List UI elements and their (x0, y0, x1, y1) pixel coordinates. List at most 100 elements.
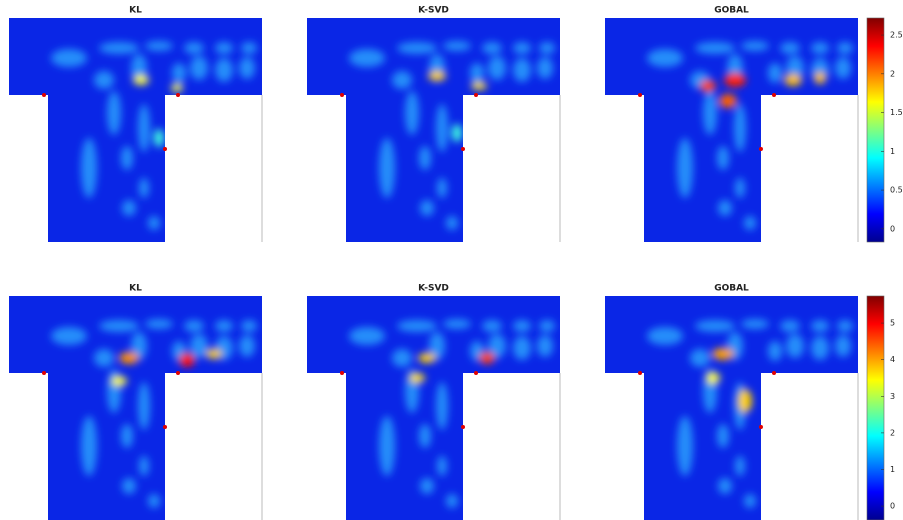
colorbar-tick-label: 1 (890, 147, 895, 156)
field-blob (780, 42, 800, 54)
field-blob (349, 327, 385, 345)
field-blob (349, 49, 385, 67)
field-blob (99, 320, 139, 332)
sensor-dot (759, 147, 763, 151)
field-blob (647, 327, 683, 345)
field-blob (811, 320, 829, 332)
field-blob (677, 416, 693, 476)
field-blob (443, 319, 471, 329)
sensor-dot (176, 93, 180, 97)
field-panel (307, 296, 560, 520)
field-blob (837, 320, 853, 332)
sensor-dot (163, 147, 167, 151)
field-blob (99, 42, 139, 54)
colorbar (867, 296, 884, 520)
panel-title: K-SVD (418, 6, 449, 16)
field-blob (446, 494, 458, 508)
field-hotspot (814, 72, 826, 84)
field-blob (51, 327, 87, 345)
field-hotspot (700, 80, 716, 92)
field-blob (513, 336, 531, 360)
field-blob (184, 42, 204, 54)
field-blob (241, 320, 257, 332)
field-blob (139, 178, 149, 198)
field-blob (717, 424, 729, 448)
field-blob (436, 104, 448, 152)
field-blob (811, 336, 829, 360)
field-hotspot (738, 389, 752, 413)
field-blob (703, 91, 717, 135)
colorbar-tick-label: 0 (890, 224, 895, 233)
colorbar-tick-label: 2 (890, 428, 895, 437)
sensor-dot (461, 425, 465, 429)
field-blob (718, 200, 732, 216)
field-blob (482, 320, 502, 332)
field-blob (122, 478, 136, 494)
field-blob (735, 456, 745, 476)
field-blob (677, 138, 693, 198)
colorbar-tick-label: 4 (890, 355, 895, 364)
field-panel (307, 18, 560, 242)
field-hotspot (712, 348, 734, 360)
field-blob (741, 319, 769, 329)
field-blob (121, 424, 133, 448)
field-hotspot (409, 373, 425, 383)
field-blob (718, 478, 732, 494)
field-blob (148, 216, 160, 230)
field-blob (437, 456, 447, 476)
field-blob (717, 146, 729, 170)
field-hotspot (724, 73, 746, 87)
panel-title: GOBAL (714, 6, 749, 16)
field-panel (605, 296, 858, 520)
field-blob (121, 146, 133, 170)
field-hotspot (179, 353, 195, 367)
field-blob (835, 335, 851, 357)
field-blob (420, 478, 434, 494)
panel-title: KL (129, 284, 142, 294)
field-blob (735, 178, 745, 198)
field-blob (138, 104, 150, 152)
sensor-dot (474, 371, 478, 375)
field-blob (94, 349, 114, 367)
colorbar-tick-label: 2 (890, 69, 895, 78)
field-blob (107, 91, 121, 135)
sensor-dot (340, 93, 344, 97)
field-panel (605, 18, 858, 242)
field-blob (138, 382, 150, 430)
field-blob (780, 320, 800, 332)
field-blob (470, 63, 484, 83)
colorbar-tick-label: 1.5 (890, 108, 903, 117)
sensor-dot (176, 371, 180, 375)
sensor-dot (772, 371, 776, 375)
field-blob (190, 56, 208, 80)
field-blob (443, 41, 471, 51)
field-hotspot (154, 129, 164, 147)
field-blob (379, 416, 395, 476)
sensor-dot (638, 371, 642, 375)
sensor-dot (163, 425, 167, 429)
field-blob (405, 91, 419, 135)
field-blob (513, 42, 531, 54)
colorbar-tick-label: 0.5 (890, 186, 903, 195)
field-blob (81, 138, 97, 198)
field-hotspot (428, 71, 446, 81)
colorbar-tick-label: 2.5 (890, 31, 903, 40)
field-blob (397, 42, 437, 54)
sensor-dot (461, 147, 465, 151)
field-blob (379, 138, 395, 198)
field-blob (744, 494, 756, 508)
field-blob (786, 334, 804, 358)
field-blob (768, 341, 782, 361)
colorbar-tick-label: 0 (890, 502, 895, 511)
field-hotspot (784, 74, 802, 86)
field-blob (215, 42, 233, 54)
field-blob (539, 42, 555, 54)
field-hotspot (719, 94, 737, 108)
field-hotspot (111, 376, 127, 386)
field-blob (436, 382, 448, 430)
field-blob (647, 49, 683, 67)
field-blob (835, 57, 851, 79)
field-blob (419, 146, 431, 170)
field-hotspot (706, 372, 720, 384)
field-blob (172, 63, 186, 83)
